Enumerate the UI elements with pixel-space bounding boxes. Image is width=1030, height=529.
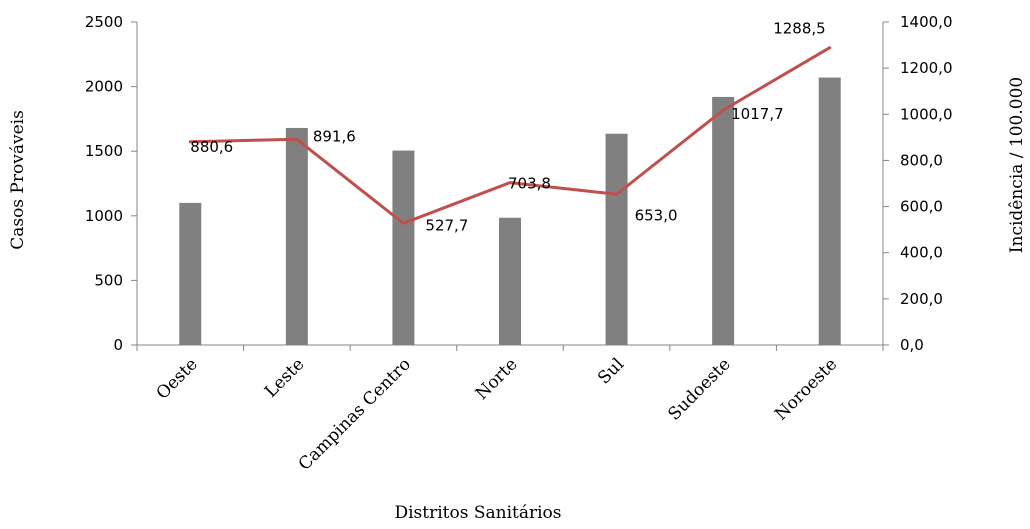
y2-tick-label: 1200,0 [900, 59, 953, 77]
bar [392, 150, 415, 345]
bar-series [179, 77, 841, 345]
y2-tick-label: 1400,0 [900, 13, 953, 31]
data-labels: 880,6 891,6 527,7 703,8 653,0 1017,7 1288,5 [190, 20, 825, 235]
bar [499, 217, 521, 345]
y-tick-label: 0 [113, 336, 123, 354]
bar [818, 77, 841, 345]
data-label: 653,0 [635, 206, 678, 224]
x-tick-label: Oeste [153, 354, 202, 403]
y-tick-label: 2500 [85, 13, 123, 31]
y2-axis-title: Incidência / 100.000 [1007, 77, 1027, 253]
data-label: 1017,7 [731, 105, 784, 123]
x-tick-label: Leste [261, 354, 308, 401]
data-label: 703,8 [508, 175, 551, 193]
x-tick-label: Noroeste [771, 354, 841, 424]
y-tick-label: 500 [94, 271, 123, 289]
y-tick-label: 2000 [85, 78, 123, 96]
x-axis-title: Distritos Sanitários [394, 503, 561, 523]
y2-tick-label: 1000,0 [900, 105, 953, 123]
y-axis-title: Casos Prováveis [8, 110, 28, 250]
y-tick-label: 1000 [85, 207, 123, 225]
data-label: 880,6 [190, 138, 233, 156]
bar [179, 202, 202, 345]
data-label: 891,6 [313, 127, 356, 145]
bar [285, 127, 308, 345]
x-tick-label: Norte [472, 354, 522, 404]
x-tick-label: Campinas Centro [295, 354, 415, 474]
y2-tick-label: 400,0 [900, 244, 943, 262]
y2-tick-label: 200,0 [900, 290, 943, 308]
y-tick-label: 1500 [85, 142, 123, 160]
incidence-line [188, 46, 832, 225]
data-label: 527,7 [425, 216, 468, 234]
y2-tick-label: 0,0 [900, 336, 924, 354]
x-tick-label: Sul [594, 354, 628, 388]
x-tick-label: Sudoeste [664, 354, 734, 424]
y2-tick-label: 600,0 [900, 198, 943, 216]
line-series [188, 46, 832, 225]
y2-tick-label: 800,0 [900, 151, 943, 169]
data-label: 1288,5 [773, 20, 826, 38]
bar [712, 96, 735, 345]
bar [605, 133, 628, 345]
